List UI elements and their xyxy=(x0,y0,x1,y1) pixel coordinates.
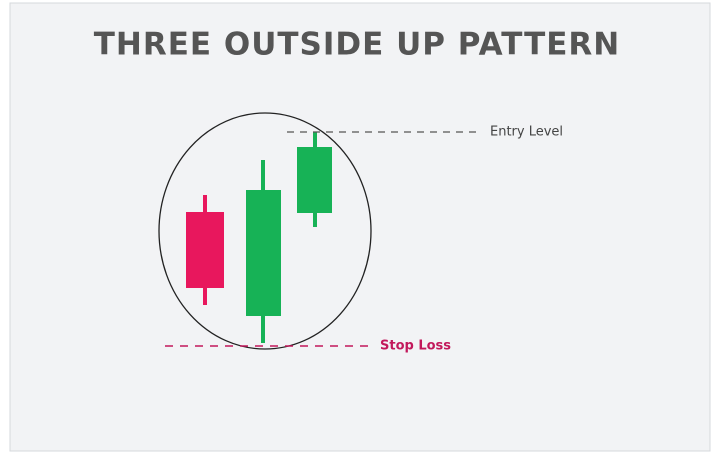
entry-label: Entry Level xyxy=(490,125,563,140)
highlight-ellipse xyxy=(158,112,372,350)
candle-body xyxy=(246,190,281,316)
title: THREE OUTSIDE UP PATTERN xyxy=(94,27,620,63)
candle-body xyxy=(297,147,332,213)
stop-label: Stop Loss xyxy=(380,339,451,354)
panel xyxy=(9,2,711,452)
candle-body xyxy=(186,212,224,288)
